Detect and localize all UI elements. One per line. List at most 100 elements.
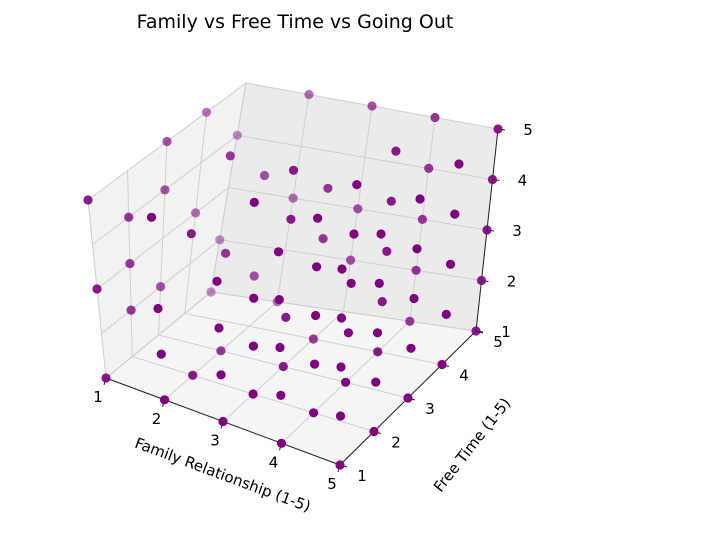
data-point — [353, 204, 363, 214]
data-point — [349, 229, 359, 239]
grid-line-z — [92, 134, 493, 245]
z-tick-label: 4 — [518, 172, 528, 190]
z-tick-label: 5 — [523, 121, 533, 139]
data-point — [352, 180, 362, 190]
data-point — [405, 316, 415, 326]
data-point — [391, 146, 401, 156]
data-point — [153, 303, 163, 314]
y-tick-label: 2 — [391, 434, 401, 452]
data-point — [424, 163, 434, 173]
data-point — [273, 247, 284, 257]
data-point — [374, 278, 384, 288]
data-point — [371, 377, 381, 387]
z-tick-label: 3 — [512, 222, 522, 240]
data-points — [83, 89, 503, 470]
data-point — [214, 323, 224, 333]
data-point — [450, 209, 460, 219]
data-point — [341, 377, 351, 387]
data-point — [191, 208, 201, 218]
data-point — [216, 346, 226, 356]
x-tick-label: 1 — [93, 388, 103, 406]
data-point — [335, 460, 345, 470]
y-tick-label: 1 — [357, 467, 367, 485]
data-point — [346, 255, 356, 265]
data-point — [249, 293, 259, 303]
data-point — [445, 259, 456, 269]
grid-line-z — [105, 291, 477, 379]
data-point — [386, 196, 396, 206]
data-point — [215, 235, 225, 245]
data-point — [376, 229, 386, 239]
data-point — [403, 393, 413, 403]
data-point — [311, 310, 321, 321]
z-tick-label: 2 — [507, 273, 517, 291]
data-point — [278, 361, 288, 372]
x-tick-label: 2 — [152, 410, 162, 428]
grid-line-z — [87, 82, 499, 201]
data-point — [160, 185, 170, 195]
data-point — [101, 373, 111, 383]
data-point — [216, 370, 226, 380]
data-point — [218, 416, 228, 427]
x-axis-label: Family Relationship (1-5) — [132, 434, 313, 516]
data-point — [225, 151, 235, 161]
data-point — [343, 328, 353, 338]
data-point — [372, 328, 383, 338]
data-point — [482, 225, 492, 235]
data-point — [377, 297, 387, 307]
data-point — [471, 326, 481, 336]
data-point — [232, 130, 242, 140]
data-point — [125, 259, 135, 269]
data-point — [441, 309, 451, 319]
data-point — [369, 426, 379, 437]
data-point — [415, 194, 425, 204]
data-point — [476, 275, 487, 286]
data-point — [337, 264, 347, 274]
data-point — [406, 343, 416, 353]
data-point — [249, 271, 259, 281]
data-point — [248, 389, 258, 399]
data-point — [288, 193, 298, 203]
grid-line-z — [96, 186, 488, 290]
data-point — [312, 262, 322, 272]
data-point — [382, 246, 392, 256]
data-point — [288, 165, 299, 175]
data-point — [188, 370, 198, 380]
data-point — [373, 347, 383, 357]
data-point — [409, 293, 419, 304]
data-point — [367, 101, 377, 111]
x-tick-label: 5 — [327, 475, 337, 493]
data-point — [212, 276, 222, 286]
data-point — [276, 390, 286, 400]
data-point — [156, 282, 166, 292]
data-point — [411, 265, 421, 275]
data-point — [274, 295, 284, 305]
x-tick-label: 3 — [210, 432, 220, 450]
data-point — [309, 408, 319, 418]
grid-line-z — [101, 239, 482, 334]
z-tick-label: 1 — [501, 323, 511, 341]
data-point — [308, 334, 318, 344]
data-point — [146, 212, 157, 222]
chart-title: Family vs Free Time vs Going Out — [136, 11, 454, 33]
data-point — [124, 212, 134, 222]
data-point — [248, 341, 258, 351]
data-point — [336, 313, 347, 323]
data-point — [281, 312, 291, 322]
data-point — [186, 229, 196, 239]
data-point — [126, 305, 136, 315]
data-point — [156, 349, 166, 359]
data-point — [335, 411, 346, 421]
data-point — [437, 359, 447, 370]
x-tick-label: 4 — [269, 453, 279, 471]
data-point — [221, 248, 231, 258]
data-point — [412, 244, 422, 254]
data-point — [430, 112, 440, 123]
data-point — [346, 278, 356, 288]
y-tick-label: 4 — [459, 367, 469, 385]
y-tick-label: 5 — [493, 333, 503, 351]
y-axis-label: Free Time (1-5) — [430, 394, 515, 495]
data-point — [487, 174, 498, 185]
data-point — [417, 214, 427, 224]
